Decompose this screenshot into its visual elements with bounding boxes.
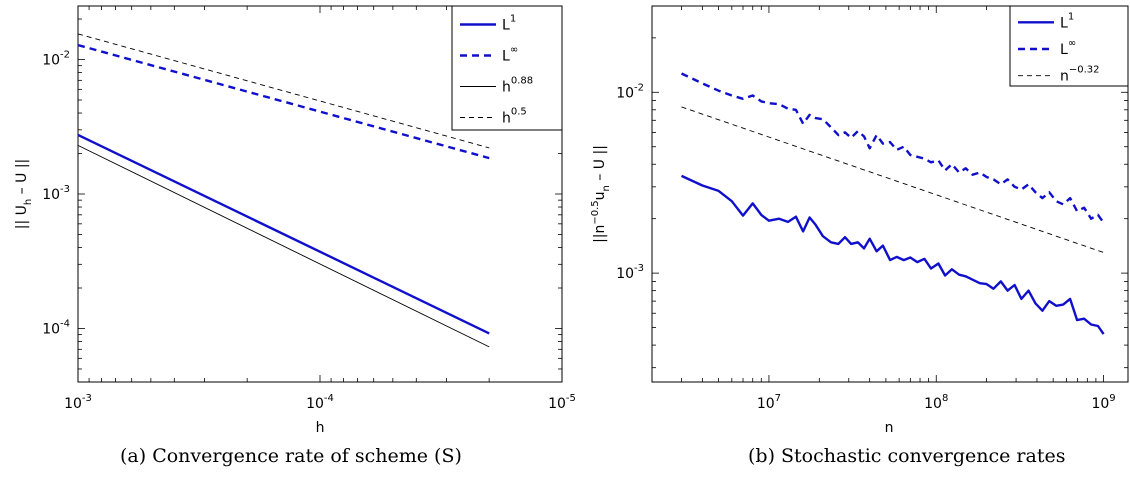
legend-label: n−0.32	[1060, 65, 1100, 85]
panel-a: 10-3 10-4 10-510-410-310-2 h || Uh – U || …	[14, 5, 576, 436]
x-tick-label: 10-5	[548, 393, 576, 412]
caption-a: (a) Convergence rate of scheme (S)	[120, 445, 462, 467]
tick-labels-a: 10-3 10-4 10-5 10-4 10-3 10-2	[42, 50, 576, 412]
legend-label: L∞	[502, 45, 518, 65]
y-tick-label: 10-2	[42, 50, 70, 69]
x-tick-label: 10-4	[306, 393, 334, 412]
series-line-0	[680, 174, 1105, 335]
x-tick-label: 108	[924, 393, 948, 412]
legend-label: L∞	[1060, 38, 1076, 58]
legend-box	[451, 5, 563, 131]
y-tick-label: 10-3	[616, 263, 644, 282]
series-line-1	[77, 43, 490, 160]
tick-labels-b: 107 108 109 10-3 10-2	[616, 82, 1115, 412]
series-line-2	[681, 106, 1104, 253]
figure: 10-3 10-4 10-510-410-310-2 h || Uh – U || …	[14, 5, 1129, 436]
series-group-a	[77, 33, 490, 348]
caption-b: (b) Stochastic convergence rates	[748, 445, 1066, 467]
series-line-1	[680, 72, 1105, 224]
x-tick-label: 109	[1091, 393, 1115, 412]
y-tick-label: 10-3	[42, 184, 70, 203]
series-line-0	[77, 133, 490, 335]
y-axis-label-b: ||n−0.5un – U ||	[590, 145, 612, 243]
legend-label: L1	[502, 14, 516, 34]
legend-label: h0.88	[502, 76, 533, 96]
plot-frame-b	[651, 5, 1129, 383]
series-line-2	[77, 144, 490, 348]
legend-label: L1	[1060, 11, 1074, 31]
y-tick-label: 10-4	[42, 318, 70, 337]
legend-label: h0.5	[502, 107, 527, 127]
legend-a: L1 L∞ h0.88 h0.5	[451, 5, 563, 131]
series-line-3	[77, 33, 490, 149]
svg-text:|| Uh – U ||: || Uh – U ||	[14, 159, 34, 230]
legend-b: L1 L∞ n−0.32	[1009, 5, 1129, 87]
svg-text:||n−0.5un – U ||: ||n−0.5un – U ||	[590, 145, 612, 243]
y-tick-label: 10-2	[616, 82, 644, 101]
x-tick-label: 10-3	[64, 393, 92, 412]
series-group-b	[680, 72, 1105, 335]
legend-box	[1009, 5, 1129, 87]
x-axis-label-a: h	[316, 420, 325, 436]
x-axis-label-b: n	[885, 420, 894, 436]
x-tick-label: 107	[757, 393, 781, 412]
tick-marks-b	[651, 5, 1128, 382]
y-axis-label-a: || Uh – U ||	[14, 159, 34, 230]
